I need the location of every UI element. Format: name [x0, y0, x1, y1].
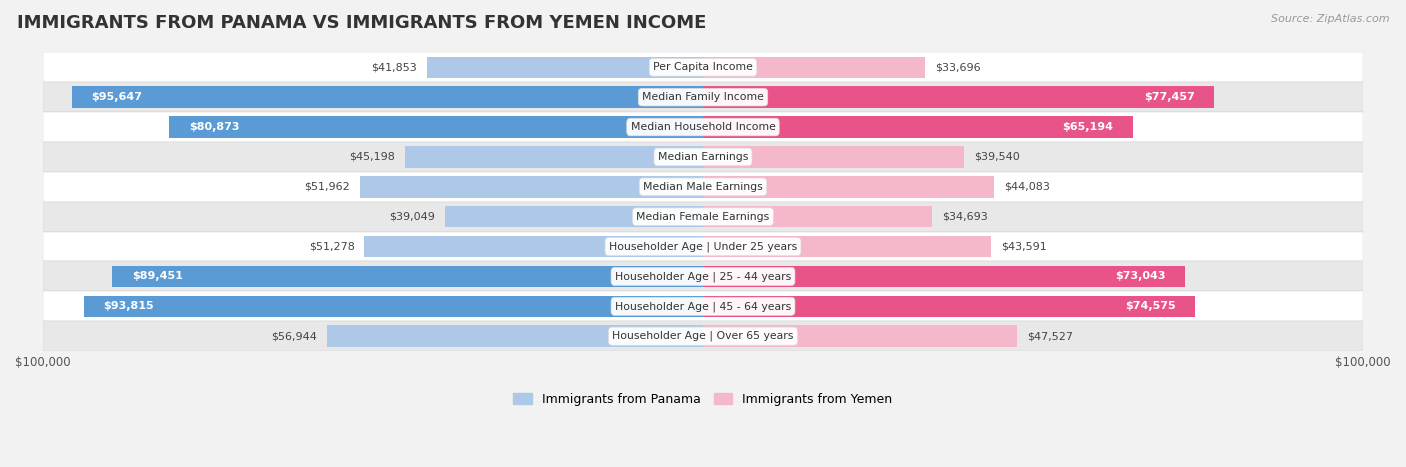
Bar — [42, 202, 1364, 232]
Text: $34,693: $34,693 — [942, 212, 987, 222]
Text: Householder Age | 45 - 64 years: Householder Age | 45 - 64 years — [614, 301, 792, 311]
Bar — [42, 112, 1364, 142]
Text: Median Family Income: Median Family Income — [643, 92, 763, 102]
Bar — [42, 262, 1364, 291]
Bar — [360, 176, 703, 198]
Bar — [328, 325, 703, 347]
Text: $47,527: $47,527 — [1026, 331, 1073, 341]
Bar — [703, 146, 965, 168]
Text: $93,815: $93,815 — [104, 301, 155, 311]
Text: $89,451: $89,451 — [132, 271, 183, 282]
Bar — [703, 296, 1195, 317]
Text: $95,647: $95,647 — [91, 92, 142, 102]
Text: IMMIGRANTS FROM PANAMA VS IMMIGRANTS FROM YEMEN INCOME: IMMIGRANTS FROM PANAMA VS IMMIGRANTS FRO… — [17, 14, 706, 32]
Bar — [364, 236, 703, 257]
Bar — [446, 206, 703, 227]
Text: Householder Age | Over 65 years: Householder Age | Over 65 years — [612, 331, 794, 341]
Bar — [42, 291, 1364, 321]
Text: Median Earnings: Median Earnings — [658, 152, 748, 162]
Legend: Immigrants from Panama, Immigrants from Yemen: Immigrants from Panama, Immigrants from … — [509, 388, 897, 410]
Text: $45,198: $45,198 — [349, 152, 395, 162]
Bar — [703, 236, 991, 257]
Bar — [426, 57, 703, 78]
Text: $43,591: $43,591 — [1001, 241, 1046, 252]
Bar — [703, 57, 925, 78]
Text: $51,278: $51,278 — [309, 241, 354, 252]
Text: Median Male Earnings: Median Male Earnings — [643, 182, 763, 192]
Bar — [42, 82, 1364, 112]
Bar — [42, 52, 1364, 82]
Text: $39,049: $39,049 — [389, 212, 436, 222]
Bar — [703, 206, 932, 227]
Bar — [42, 172, 1364, 202]
Bar — [42, 321, 1364, 351]
Bar — [703, 176, 994, 198]
Bar — [703, 325, 1017, 347]
Text: $65,194: $65,194 — [1063, 122, 1114, 132]
Bar — [703, 86, 1215, 108]
Text: $44,083: $44,083 — [1004, 182, 1050, 192]
Text: $33,696: $33,696 — [935, 62, 981, 72]
Text: Householder Age | 25 - 44 years: Householder Age | 25 - 44 years — [614, 271, 792, 282]
Bar — [405, 146, 703, 168]
Bar — [42, 142, 1364, 172]
Text: Median Female Earnings: Median Female Earnings — [637, 212, 769, 222]
Text: $39,540: $39,540 — [974, 152, 1019, 162]
Text: $77,457: $77,457 — [1144, 92, 1195, 102]
Text: Median Household Income: Median Household Income — [630, 122, 776, 132]
Text: $41,853: $41,853 — [371, 62, 416, 72]
Bar — [703, 266, 1185, 287]
Bar — [112, 266, 703, 287]
Text: $56,944: $56,944 — [271, 331, 318, 341]
Bar — [169, 116, 703, 138]
Text: Per Capita Income: Per Capita Income — [652, 62, 754, 72]
Bar — [703, 116, 1133, 138]
Bar — [72, 86, 703, 108]
Text: $73,043: $73,043 — [1115, 271, 1166, 282]
Text: $74,575: $74,575 — [1125, 301, 1175, 311]
Text: $51,962: $51,962 — [304, 182, 350, 192]
Text: $80,873: $80,873 — [188, 122, 239, 132]
Bar — [83, 296, 703, 317]
Bar — [42, 232, 1364, 262]
Text: Source: ZipAtlas.com: Source: ZipAtlas.com — [1271, 14, 1389, 24]
Text: Householder Age | Under 25 years: Householder Age | Under 25 years — [609, 241, 797, 252]
